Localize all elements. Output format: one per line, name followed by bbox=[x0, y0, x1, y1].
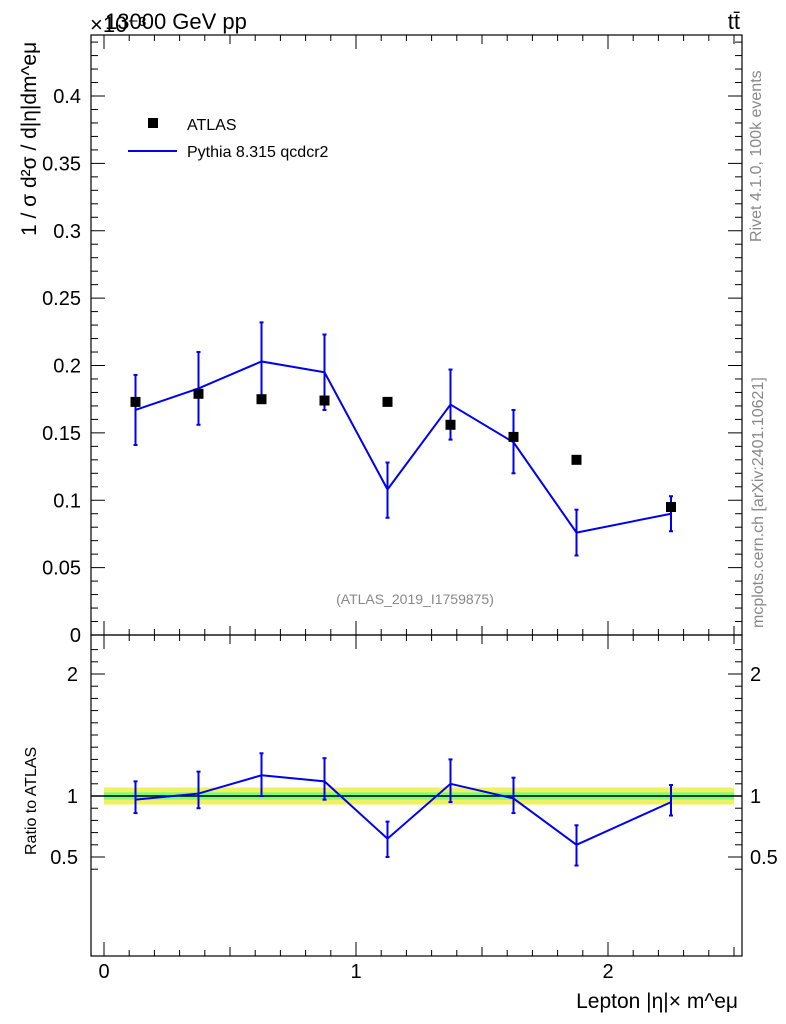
y-tick-label-main: 0.4 bbox=[53, 86, 81, 108]
x-tick-label: 2 bbox=[602, 961, 613, 983]
ratio-line bbox=[135, 774, 672, 846]
legend-mc-label: Pythia 8.315 qcdcr2 bbox=[187, 144, 329, 161]
data-point bbox=[256, 394, 267, 405]
axis-ticks: 0 1 2 0 0.05 0.1 0.15 0.2 0.25 0.3 0.35 0.4 0.5 0.5 1 1… bbox=[42, 35, 778, 983]
y-tick-label-main: 0.1 bbox=[53, 490, 81, 512]
data-point bbox=[193, 388, 204, 399]
y-tick-label-main: 0.15 bbox=[42, 423, 81, 445]
x-tick-label: 0 bbox=[98, 961, 109, 983]
process-label: tt̄ bbox=[728, 9, 740, 34]
y-scale-exponent: ×10⁻³ bbox=[90, 12, 146, 37]
data-point bbox=[382, 396, 393, 407]
y-tick-label-main: 0.3 bbox=[53, 221, 81, 243]
ratio-y-axis-label: Ratio to ATLAS bbox=[23, 747, 40, 855]
y-tick-label-ratio-left: 1 bbox=[67, 786, 78, 808]
x-axis-label: Lepton |η|× m^eμ bbox=[576, 990, 738, 1013]
mc-line bbox=[135, 360, 672, 534]
source-label: mcplots.cern.ch [arXiv:2401.10621] bbox=[750, 377, 767, 628]
x-tick-label: 1 bbox=[350, 961, 361, 983]
energy-label: 13000 GeV pp bbox=[105, 9, 247, 34]
data-point bbox=[508, 431, 519, 442]
y-tick-label-ratio-right: 0.5 bbox=[750, 847, 778, 869]
y-tick-label-ratio-left: 0.5 bbox=[50, 847, 78, 869]
y-tick-label-main: 0.25 bbox=[42, 288, 81, 310]
data-point bbox=[666, 501, 676, 512]
y-tick-label-main: 0 bbox=[70, 625, 81, 647]
y-tick-label-ratio-right: 2 bbox=[750, 664, 761, 686]
y-tick-label-main: 0.35 bbox=[42, 153, 81, 175]
rivet-label: Rivet 4.1.0, 100k events bbox=[748, 70, 765, 242]
data-point bbox=[571, 454, 582, 465]
y-tick-label-main: 0.2 bbox=[53, 356, 81, 378]
ratio-plot-marks bbox=[133, 752, 673, 867]
main-plot-marks bbox=[130, 321, 676, 557]
analysis-label: (ATLAS_2019_I1759875) bbox=[336, 591, 494, 607]
y-tick-label-main: 0.05 bbox=[42, 558, 81, 580]
y-tick-label-ratio-right: 1 bbox=[750, 786, 761, 808]
legend-data-marker bbox=[148, 118, 158, 128]
data-point bbox=[445, 419, 456, 430]
legend-data-label: ATLAS bbox=[187, 117, 237, 134]
data-point bbox=[319, 395, 330, 406]
main-y-axis-label: 1 / σ d²σ / d|η|dm^eμ bbox=[18, 42, 41, 236]
y-tick-label-ratio-left: 2 bbox=[67, 664, 78, 686]
data-point bbox=[130, 396, 141, 407]
